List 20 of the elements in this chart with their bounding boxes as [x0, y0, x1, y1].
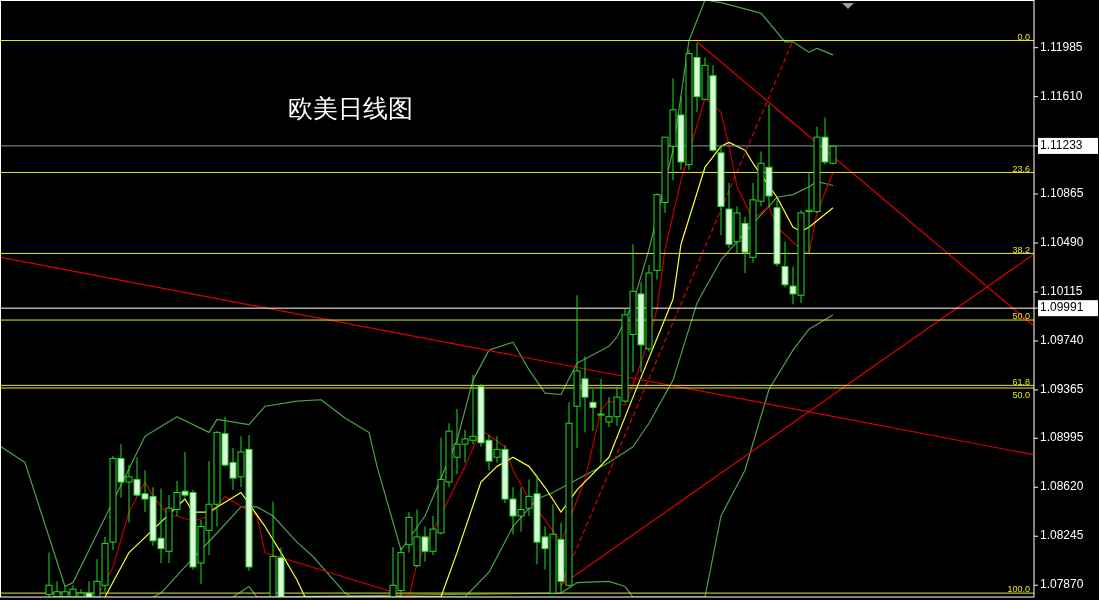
y-tick-label: 1.08620: [1040, 479, 1084, 494]
y-tick-label: 1.10115: [1040, 284, 1083, 299]
y-tick-label: 1.08245: [1040, 528, 1084, 543]
y-tick-label: 1.09365: [1040, 382, 1084, 397]
text: 欧美日线图: [288, 94, 413, 122]
annotation: 100.0: [1007, 584, 1030, 595]
annotation: 61.8: [1012, 376, 1030, 387]
annotation: 50.0: [1012, 389, 1030, 400]
y-tick-label: 1.10865: [1040, 186, 1084, 201]
y-tick-label: 1.11233: [1040, 138, 1083, 153]
y-tick-label: 1.11610: [1040, 88, 1083, 103]
annotation: 38.2: [1012, 244, 1030, 255]
y-tick-label: 1.08995: [1040, 430, 1084, 445]
y-tick-label: 1.09740: [1040, 333, 1084, 348]
annotation: 23.6: [1012, 163, 1030, 174]
y-tick-label: 1.10490: [1040, 235, 1084, 250]
y-tick-label: 1.09991: [1040, 300, 1084, 315]
annotation: 0.0: [1017, 31, 1030, 42]
y-tick-label: 1.11985: [1040, 39, 1083, 54]
y-tick-label: 1.07870: [1040, 577, 1084, 592]
